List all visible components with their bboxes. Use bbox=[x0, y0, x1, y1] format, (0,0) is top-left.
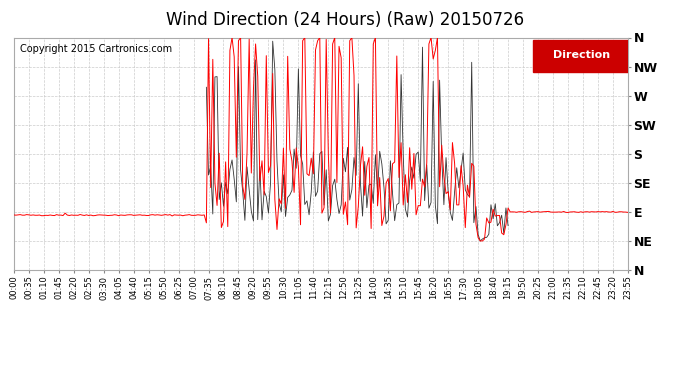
Text: Direction: Direction bbox=[553, 50, 611, 60]
Text: Copyright 2015 Cartronics.com: Copyright 2015 Cartronics.com bbox=[20, 45, 172, 54]
Text: Wind Direction (24 Hours) (Raw) 20150726: Wind Direction (24 Hours) (Raw) 20150726 bbox=[166, 11, 524, 29]
FancyBboxPatch shape bbox=[533, 40, 631, 72]
